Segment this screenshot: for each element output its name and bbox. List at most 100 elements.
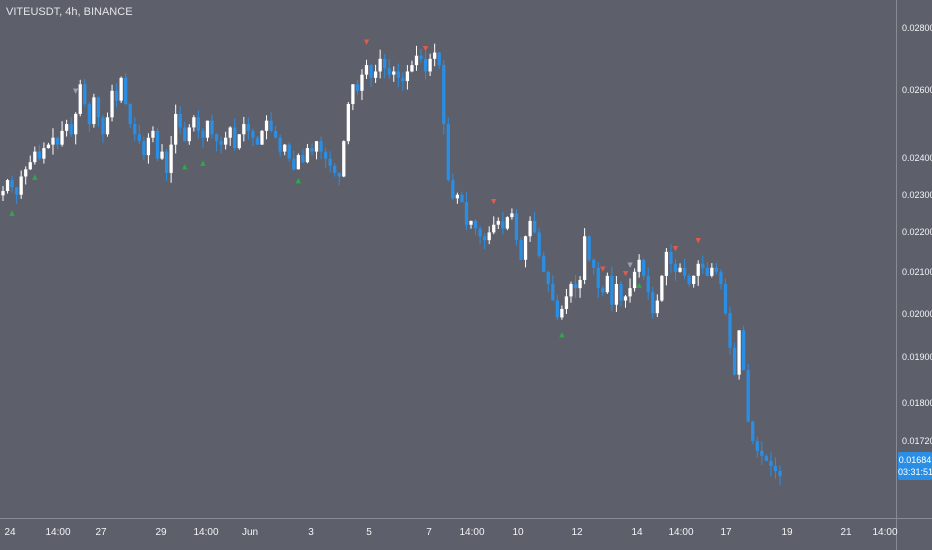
candle-up [433, 52, 437, 59]
candle-down [746, 370, 750, 422]
candle-up [160, 151, 164, 159]
candle-down [532, 220, 537, 233]
sell-signal-arrow-icon: ▼ [673, 245, 679, 253]
sell-signal-arrow-icon: ▼ [491, 198, 497, 206]
price-tick-label: 0.02000 [902, 309, 932, 319]
candle-down [387, 68, 391, 75]
candle-down [14, 187, 19, 195]
time-tick-label: 19 [781, 527, 793, 538]
candle-down [542, 255, 546, 272]
price-axis-border [896, 0, 897, 550]
time-tick-label: 14:00 [193, 527, 219, 538]
candle-down [773, 466, 778, 472]
candle-up [151, 130, 155, 138]
candle-up [405, 71, 410, 82]
price-tick-label: 0.02400 [902, 153, 932, 163]
candle-up [605, 275, 609, 293]
candle-up [119, 77, 123, 101]
candle-up [637, 259, 641, 272]
candle-up [364, 65, 369, 75]
candle-down [451, 180, 455, 199]
candle-up [169, 144, 173, 173]
candle-down [478, 228, 482, 237]
candle-down [778, 471, 782, 477]
candle-down [328, 158, 332, 166]
candle-up [351, 84, 355, 104]
candle-down [323, 151, 328, 159]
time-tick-label: 24 [4, 527, 16, 538]
candle-down [419, 55, 423, 59]
candle-up [174, 113, 178, 145]
price-tick-label: 0.01800 [902, 398, 932, 408]
candle-down [423, 58, 428, 72]
candle-up [42, 148, 46, 159]
candle-down [742, 330, 746, 371]
candle-down [437, 52, 441, 66]
candle-up [664, 251, 669, 276]
candle-up [414, 55, 419, 66]
candle-up [105, 117, 110, 135]
bar-countdown: 03:31:51 [898, 467, 932, 477]
candle-down [233, 127, 237, 149]
candle-up [737, 330, 741, 375]
candle-up [146, 137, 151, 156]
candle-up [296, 155, 300, 170]
candle-down [687, 275, 691, 285]
candle-up [33, 151, 37, 163]
candle-up [428, 58, 432, 72]
candle-down [473, 220, 478, 229]
candle-down [751, 421, 755, 441]
candle-down [133, 124, 137, 135]
candle-up [628, 288, 632, 297]
time-tick-label: 27 [95, 527, 107, 538]
candle-down [124, 77, 128, 104]
candle-up [392, 71, 396, 75]
candle-down [596, 267, 600, 289]
candle-down [610, 275, 614, 305]
candle-down [196, 117, 201, 131]
time-tick-label: 10 [512, 527, 524, 538]
candle-up [487, 232, 491, 241]
candle-up [655, 300, 659, 314]
candle-down [755, 441, 759, 451]
candle-up [360, 74, 364, 91]
buy-signal-arrow-icon: ▲ [296, 177, 302, 185]
candle-down [183, 127, 187, 142]
candle-down [555, 300, 559, 318]
candle-up [564, 296, 569, 309]
candle-up [505, 217, 510, 229]
candle-up [314, 141, 319, 152]
candle-down [587, 236, 591, 260]
candle-up [187, 127, 191, 142]
candle-up [523, 236, 528, 260]
candlestick-chart[interactable]: ▲▲▼▲ ▲▲▼▼▼▲▼▼▼▲▼▼ [0, 0, 896, 518]
candle-down [619, 284, 623, 301]
candle-down [287, 144, 291, 159]
candle-up [64, 124, 69, 131]
candle-up [237, 134, 241, 149]
time-tick-label: 29 [155, 527, 167, 538]
candle-up [192, 117, 196, 128]
sell-signal-arrow-icon: ▼ [364, 38, 370, 46]
candle-down [705, 267, 709, 276]
price-tick-label: 0.02800 [902, 23, 932, 33]
candle-up [510, 213, 514, 218]
candle-down [673, 263, 678, 272]
candle-up [242, 124, 246, 135]
candle-down [642, 259, 646, 276]
candle-up [342, 141, 346, 177]
candle-down [369, 65, 373, 78]
candle-up [373, 71, 378, 78]
candle-down [155, 130, 160, 159]
candle-down [219, 141, 223, 145]
candle-up [305, 148, 310, 163]
candle-up [496, 220, 500, 225]
price-tick-label: 0.02100 [902, 267, 932, 277]
candle-up [110, 90, 114, 118]
time-tick-label: 7 [426, 527, 432, 538]
candle-up [710, 267, 714, 276]
candle-down [501, 220, 505, 229]
candle-up [51, 137, 55, 145]
candle-up [264, 120, 269, 131]
buy-signal-arrow-icon: ▲ [32, 173, 38, 181]
